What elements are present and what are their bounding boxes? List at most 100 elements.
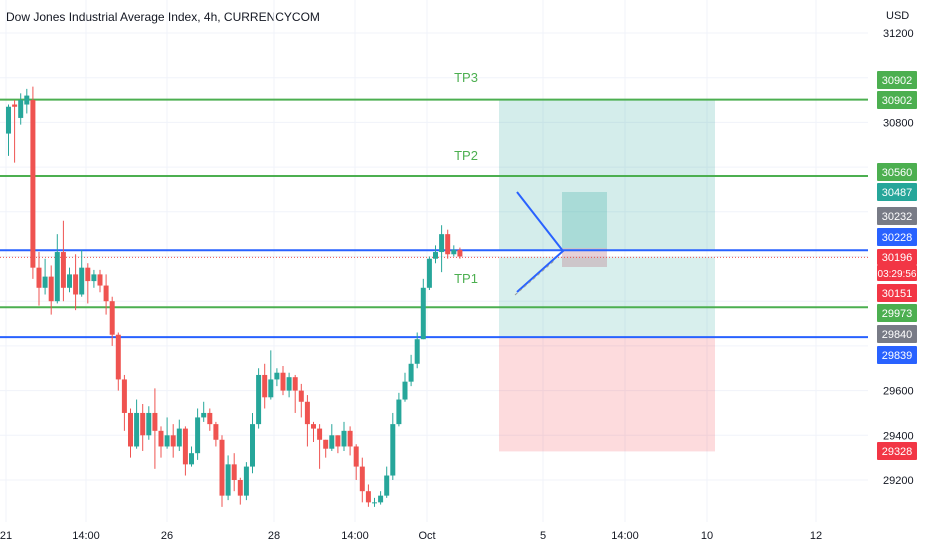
- price-tag: 30151: [877, 284, 917, 302]
- price-tag-bg: [877, 207, 917, 225]
- candle-body: [384, 475, 390, 496]
- candle: [73, 254, 79, 311]
- price-tag-label: 29973: [882, 308, 913, 320]
- candle: [48, 265, 54, 315]
- candle-body: [439, 234, 445, 253]
- candle-body: [195, 417, 201, 454]
- candle: [274, 368, 280, 387]
- projection-box: [562, 192, 607, 248]
- candle: [317, 424, 323, 469]
- candle-body: [286, 377, 292, 391]
- candle: [384, 466, 390, 498]
- price-tag-label: 29839: [882, 350, 913, 362]
- price-tag: 30560: [877, 163, 917, 181]
- price-tag: 30196: [877, 249, 917, 265]
- candle: [115, 332, 121, 391]
- price-tag-bg: [877, 249, 917, 265]
- candle: [408, 354, 414, 387]
- time-tick-label: 28: [268, 530, 280, 542]
- candle-body: [237, 480, 243, 496]
- candle: [311, 421, 316, 443]
- candle: [195, 408, 201, 460]
- candle: [30, 86, 36, 279]
- candle: [329, 424, 335, 451]
- grid: [0, 0, 868, 522]
- candle-body: [36, 267, 42, 288]
- candle: [219, 435, 225, 507]
- price-tag-label: 30151: [882, 288, 913, 300]
- candle-body: [219, 439, 225, 496]
- loss-zone: [499, 337, 715, 452]
- candle: [457, 247, 463, 259]
- candle: [402, 372, 408, 402]
- candle-body: [79, 267, 85, 295]
- candle-body: [213, 424, 219, 440]
- candle: [146, 406, 152, 440]
- candle-body: [30, 100, 36, 268]
- candle-body: [445, 234, 451, 255]
- candle: [24, 88, 30, 114]
- candle: [286, 372, 292, 398]
- price-tag: 30902: [877, 91, 917, 109]
- triangle-pattern: [516, 191, 565, 293]
- candle: [18, 93, 24, 125]
- candle: [67, 267, 72, 293]
- candle: [280, 366, 286, 396]
- candle: [414, 332, 420, 369]
- candle-body: [353, 446, 359, 467]
- candle-body: [146, 412, 152, 436]
- candle: [128, 408, 133, 458]
- candle-body: [262, 374, 268, 398]
- candle: [140, 404, 146, 451]
- candle: [365, 484, 371, 507]
- candle: [103, 274, 109, 315]
- candle-body: [85, 267, 91, 282]
- candle: [201, 401, 207, 422]
- time-tick-label: 14:00: [341, 530, 369, 542]
- candle-body: [408, 363, 414, 382]
- candle-body: [280, 372, 286, 391]
- profit-zone-active: [499, 257, 715, 338]
- price-tick-label: 31200: [883, 28, 914, 40]
- candle: [323, 439, 329, 458]
- candle: [85, 263, 91, 304]
- candle-body: [201, 412, 207, 418]
- candle-body: [12, 104, 18, 107]
- candle: [439, 225, 445, 273]
- price-tag: 29840: [877, 325, 917, 343]
- price-axis[interactable]: USD 31200 30800 29600 29400 29200: [883, 10, 914, 487]
- candle-body: [54, 252, 60, 302]
- price-tags: 30902 30902 30560 30487 30232 30228 30196 03:29…: [877, 71, 917, 460]
- candle: [231, 453, 237, 492]
- candle: [292, 374, 298, 413]
- profit-zone: [499, 99, 715, 251]
- chart-title: Dow Jones Industrial Average Index, 4h, …: [6, 10, 320, 24]
- candle-body: [317, 428, 323, 440]
- candle-body: [18, 100, 24, 118]
- candle: [12, 100, 18, 163]
- candle: [134, 399, 140, 449]
- candle-body: [268, 379, 274, 398]
- price-tag-bg: [877, 228, 917, 246]
- candle-body: [304, 401, 310, 425]
- time-tick-label: 21: [0, 530, 12, 542]
- candle-body: [128, 412, 133, 447]
- candle: [304, 395, 310, 447]
- price-tag-bg: [877, 163, 917, 181]
- candle-body: [298, 390, 304, 402]
- time-axis[interactable]: 21 14:00 26 28 14:00 Oct 5 14:00 10 12: [0, 530, 822, 542]
- price-tag-label: 29840: [882, 329, 913, 341]
- price-tag-label: 30902: [882, 75, 913, 87]
- candle: [335, 435, 341, 454]
- candle: [121, 374, 127, 431]
- price-tag-bg: [877, 284, 917, 302]
- candle: [372, 497, 377, 507]
- level-label-tp3: TP3: [454, 70, 478, 85]
- candle-body: [225, 464, 231, 496]
- price-tag: 30232: [877, 207, 917, 225]
- candle: [268, 350, 274, 400]
- candle-body: [140, 412, 146, 436]
- candle-body: [396, 399, 402, 425]
- candle: [213, 421, 219, 447]
